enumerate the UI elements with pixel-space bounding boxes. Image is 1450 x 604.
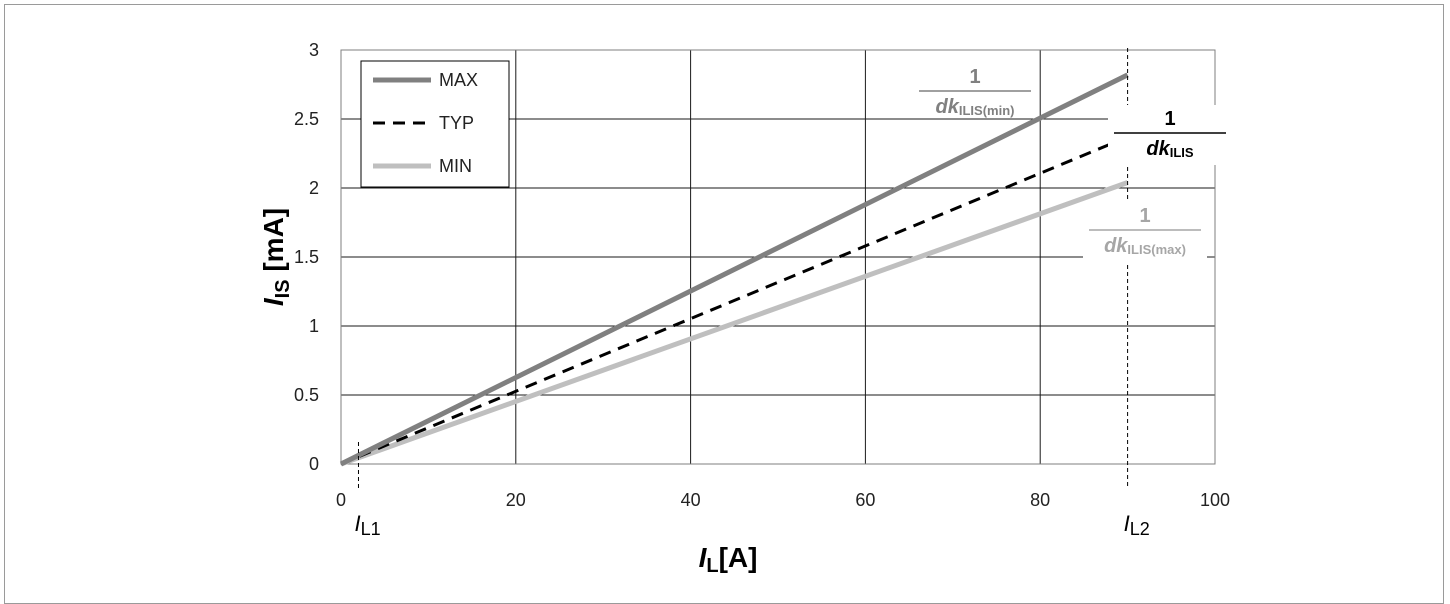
annotation-denominator: dkILIS(min) bbox=[936, 96, 1015, 118]
legend-label-min: MIN bbox=[439, 156, 472, 176]
y-tick-label: 1.5 bbox=[294, 247, 319, 267]
series-line-min bbox=[340, 180, 1129, 467]
plot-area bbox=[340, 49, 1216, 465]
x-tick-label: 20 bbox=[506, 490, 526, 510]
legend-label-max: MAX bbox=[439, 70, 478, 90]
x-tick-label: 80 bbox=[1030, 490, 1050, 510]
y-tick-label: 0 bbox=[309, 454, 319, 474]
y-tick-label: 0.5 bbox=[294, 385, 319, 405]
y-axis-label: IIS [mA] bbox=[258, 208, 294, 306]
x-tick-label: 40 bbox=[681, 490, 701, 510]
y-tick-label: 1 bbox=[309, 316, 319, 336]
annotation-background bbox=[1083, 202, 1207, 262]
slope-annotation-max: 1 dkILIS(min) bbox=[919, 66, 1031, 118]
series-line-max bbox=[339, 72, 1129, 467]
annotation-numerator: 1 bbox=[969, 66, 980, 88]
legend: MAX TYP MIN bbox=[360, 60, 510, 188]
x-tick-label: 60 bbox=[855, 490, 875, 510]
x-tick-label: 100 bbox=[1200, 490, 1230, 510]
annotation-numerator: 1 bbox=[1164, 108, 1175, 130]
series-line-typ bbox=[340, 135, 1129, 466]
annotation-background bbox=[1108, 105, 1232, 165]
y-tick-label: 2.5 bbox=[294, 109, 319, 129]
annotation-numerator: 1 bbox=[1139, 205, 1150, 227]
marker-label-l2: IL2 bbox=[1124, 511, 1150, 539]
slope-annotation-min: 1 dkILIS(max) bbox=[1083, 202, 1207, 262]
y-tick-label: 2 bbox=[309, 178, 319, 198]
series-layer bbox=[339, 72, 1129, 467]
slope-annotation-typ: 1 dkILIS bbox=[1108, 105, 1232, 165]
annotation-denominator: dkILIS bbox=[1146, 138, 1194, 160]
legend-label-typ: TYP bbox=[439, 113, 474, 133]
x-axis-label: IL[A] bbox=[699, 542, 758, 577]
annotation-denominator: dkILIS(max) bbox=[1104, 235, 1186, 257]
x-tick-label: 0 bbox=[336, 490, 346, 510]
slope-annotations: 1 dkILIS(min) 1 dkILIS 1 dkILIS(max) bbox=[919, 66, 1232, 262]
y-tick-label: 3 bbox=[309, 40, 319, 60]
marker-label-l1: IL1 bbox=[354, 511, 380, 539]
tick-labels: 0 0.5 1 1.5 2 2.5 3 0 20 40 60 80 100 bbox=[294, 40, 1230, 510]
